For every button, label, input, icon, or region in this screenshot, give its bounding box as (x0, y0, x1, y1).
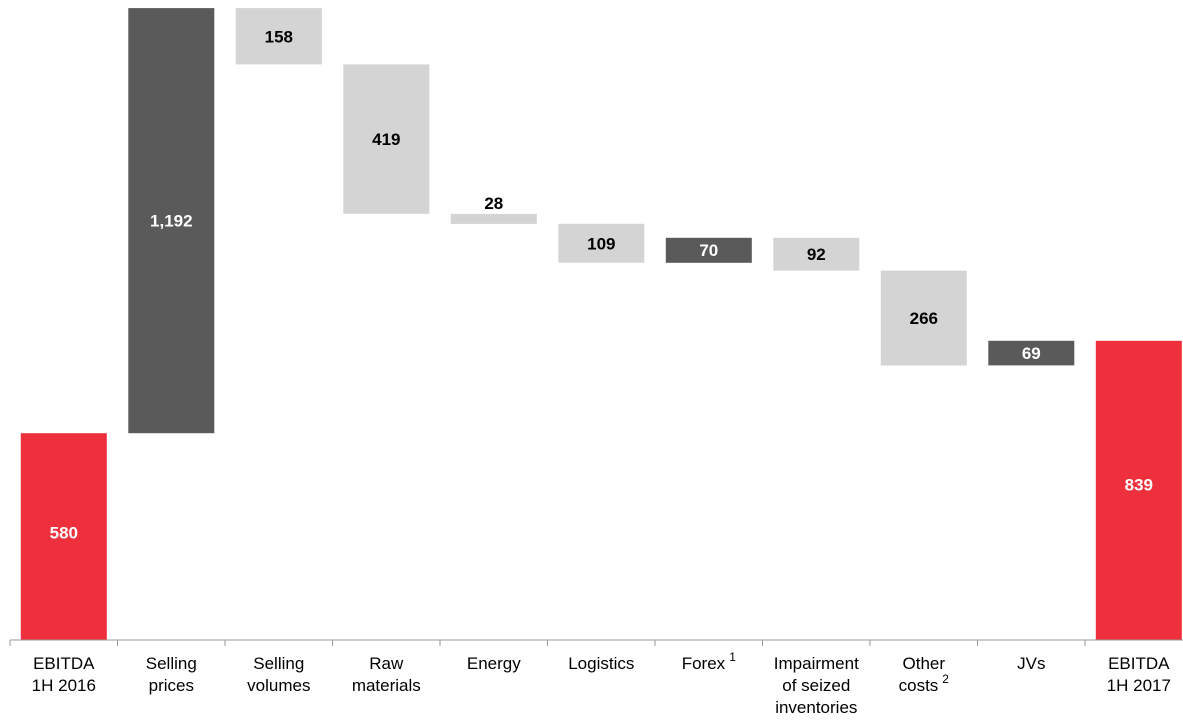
category-label-2: Selling volumes (247, 654, 310, 695)
value-label-5: 109 (587, 234, 615, 253)
bar-1 (128, 8, 215, 434)
category-label-7: Impairment of seized inventories (774, 654, 859, 717)
category-label-3: Raw materials (352, 654, 421, 695)
category-label-4: Energy (467, 654, 521, 673)
category-label-6: Forex 1 (682, 650, 736, 673)
bar-2 (235, 8, 322, 65)
bar-10 (1095, 340, 1182, 640)
category-label-0: EBITDA 1H 2016 (32, 654, 96, 695)
category-label-10: EBITDA 1H 2017 (1107, 654, 1171, 695)
value-label-8: 266 (910, 309, 938, 328)
bar-4 (450, 213, 537, 224)
bar-8 (880, 270, 967, 366)
value-labels-layer: 580 1,192 158 419 28 109 70 92 266 69 839 (50, 27, 1153, 542)
bar-3 (343, 64, 430, 214)
category-label-8: Other costs 2 (899, 654, 950, 695)
value-label-3: 419 (372, 130, 400, 149)
x-axis (9, 639, 1183, 646)
value-label-1: 1,192 (150, 212, 193, 231)
bar-9 (988, 340, 1075, 366)
bar-7 (773, 237, 860, 271)
category-label-1: Selling prices (146, 654, 197, 695)
category-labels-layer: EBITDA 1H 2016 Selling prices Selling volumes… (32, 650, 1171, 717)
value-label-7: 92 (807, 245, 826, 264)
value-label-10: 839 (1125, 475, 1153, 494)
bars-layer (20, 8, 1182, 640)
category-label-9: JVs (1017, 654, 1045, 673)
bar-6 (665, 237, 752, 263)
value-label-2: 158 (265, 27, 293, 46)
value-label-9: 69 (1022, 344, 1041, 363)
bar-0 (20, 433, 107, 640)
value-label-0: 580 (50, 523, 78, 542)
value-label-4: 28 (484, 194, 503, 213)
category-label-5: Logistics (568, 654, 634, 673)
value-label-6: 70 (699, 241, 718, 260)
bar-5 (558, 223, 645, 263)
